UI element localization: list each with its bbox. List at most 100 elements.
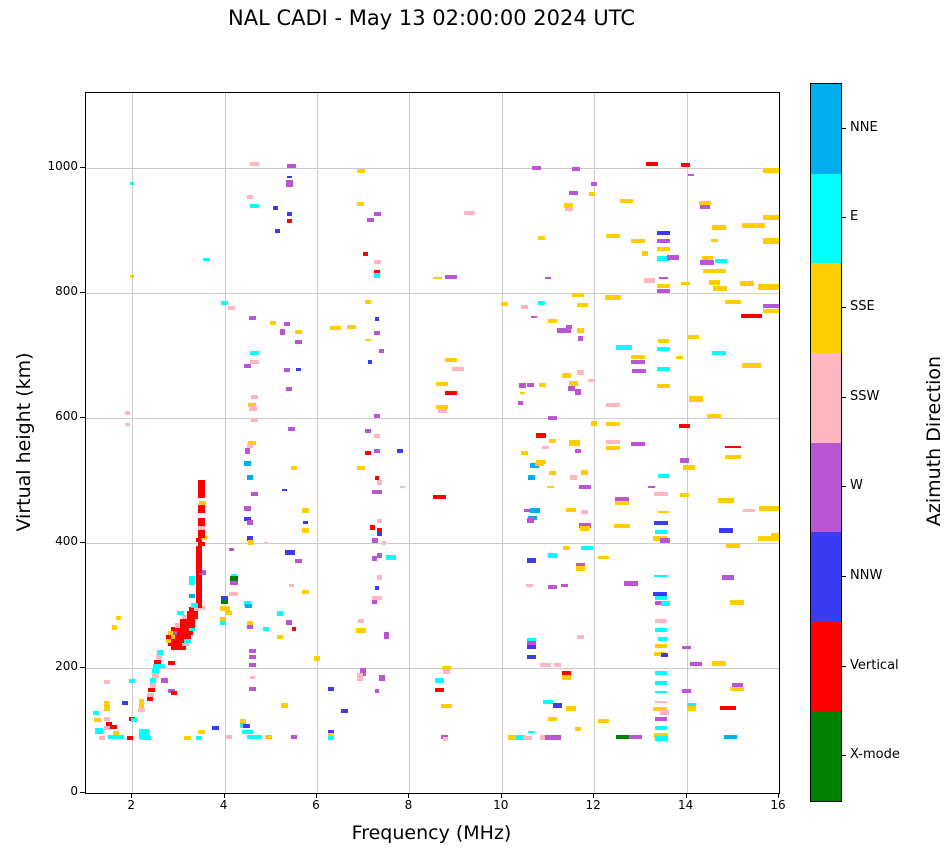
echo-point-ssw xyxy=(250,359,259,364)
echo-point-sse xyxy=(701,256,714,261)
echo-point-w xyxy=(527,641,537,646)
echo-point-w xyxy=(679,458,689,463)
echo-point-vertical xyxy=(146,697,153,702)
echo-point-vertical xyxy=(198,493,205,498)
echo-point-ssw xyxy=(576,634,584,639)
x-tick-label: 14 xyxy=(677,798,694,812)
echo-point-vertical xyxy=(179,634,187,639)
echo-point-vertical xyxy=(189,607,196,612)
echo-point-vertical xyxy=(370,525,375,530)
echo-point-x-mode xyxy=(230,576,238,583)
echo-point-sse xyxy=(580,526,590,531)
echo-point-ssw xyxy=(442,737,449,742)
echo-point-sse xyxy=(538,382,546,388)
colorbar-axis-label-text: Azimuth Direction xyxy=(923,355,945,527)
echo-point-e xyxy=(250,203,259,209)
echo-point-e xyxy=(656,347,671,352)
echo-point-w xyxy=(762,303,779,309)
echo-point-e xyxy=(246,734,254,739)
echo-point-sse xyxy=(507,735,520,740)
echo-point-vertical xyxy=(362,252,369,257)
colorbar-label-nnw: NNW xyxy=(850,567,883,583)
echo-point-vertical xyxy=(170,627,177,632)
echo-point-w xyxy=(700,260,715,265)
echo-point-ssw xyxy=(605,439,620,444)
echo-point-e xyxy=(231,574,237,577)
echo-point-vertical xyxy=(198,533,205,538)
x-tick-mark xyxy=(316,793,317,798)
echo-point-sse xyxy=(199,500,206,506)
echo-point-e xyxy=(655,595,667,601)
echo-point-vertical xyxy=(198,508,205,514)
echo-point-sse xyxy=(548,318,557,324)
echo-point-e xyxy=(262,627,270,632)
echo-point-sse xyxy=(94,717,101,723)
echo-point-e xyxy=(655,670,667,676)
echo-point-sse xyxy=(112,730,120,736)
echo-point-nnw xyxy=(654,520,669,526)
echo-point-vertical xyxy=(195,598,203,604)
echo-point-sse xyxy=(739,281,754,286)
echo-point-sse xyxy=(546,485,554,488)
echo-point-vertical xyxy=(195,603,203,608)
echo-point-w xyxy=(655,717,667,722)
y-tick-mark xyxy=(80,292,85,293)
echo-point-nne xyxy=(528,475,536,480)
echo-point-w xyxy=(526,518,534,523)
echo-point-vertical xyxy=(179,638,187,643)
echo-point-e xyxy=(327,735,335,741)
echo-point-e xyxy=(276,611,284,616)
x-tick-mark xyxy=(223,793,225,798)
echo-point-e xyxy=(656,367,671,372)
echo-point-ssw xyxy=(553,662,561,668)
echo-point-ssw xyxy=(377,575,382,580)
colorbar-segment-x-mode xyxy=(811,711,841,801)
echo-point-vertical xyxy=(678,423,691,429)
echo-point-e xyxy=(156,650,164,655)
echo-point-ssw xyxy=(225,734,233,739)
echo-point-w xyxy=(249,648,256,654)
echo-point-e xyxy=(374,273,380,278)
echo-point-ssw xyxy=(381,540,387,546)
echo-point-sse xyxy=(655,643,667,649)
colorbar-segment-e xyxy=(811,173,841,264)
echo-point-w xyxy=(288,427,295,432)
echo-point-w xyxy=(199,570,206,575)
echo-point-sse xyxy=(239,718,247,724)
echo-point-e xyxy=(189,580,196,586)
echo-point-ssw xyxy=(124,422,131,426)
y-tick-mark xyxy=(80,417,85,418)
echo-point-ssw xyxy=(539,735,547,740)
echo-point-nnw xyxy=(286,175,293,178)
echo-point-sse xyxy=(225,610,233,616)
echo-point-vertical xyxy=(184,634,191,639)
echo-point-w xyxy=(567,386,575,391)
y-gridline xyxy=(86,418,779,419)
x-tick-mark xyxy=(500,793,502,798)
echo-point-nnw xyxy=(341,708,348,714)
echo-point-w xyxy=(557,328,572,333)
echo-point-e xyxy=(661,601,671,606)
x-axis-label: Frequency (MHz) xyxy=(351,822,512,844)
x-tick-mark xyxy=(593,793,595,798)
x-tick-label: 8 xyxy=(404,798,413,812)
echo-point-w xyxy=(579,484,591,489)
colorbar-segment-sse xyxy=(811,263,841,353)
echo-point-ssw xyxy=(452,367,464,372)
echo-point-sse xyxy=(712,286,727,291)
echo-point-w xyxy=(548,584,558,589)
echo-point-w xyxy=(658,276,669,280)
x-tick-mark xyxy=(408,793,410,798)
echo-point-ssw xyxy=(442,669,450,674)
echo-point-sse xyxy=(702,268,726,274)
x-tick-label: 2 xyxy=(127,798,135,812)
echo-point-vertical xyxy=(195,568,203,573)
echo-point-ssw xyxy=(103,725,110,731)
y-gridline xyxy=(86,543,779,544)
echo-point-nnw xyxy=(282,488,287,492)
echo-point-vertical xyxy=(182,630,189,636)
echo-point-sse xyxy=(184,735,191,741)
echo-point-w xyxy=(681,688,692,694)
echo-point-ssw xyxy=(228,305,235,311)
echo-point-sse xyxy=(762,215,779,220)
